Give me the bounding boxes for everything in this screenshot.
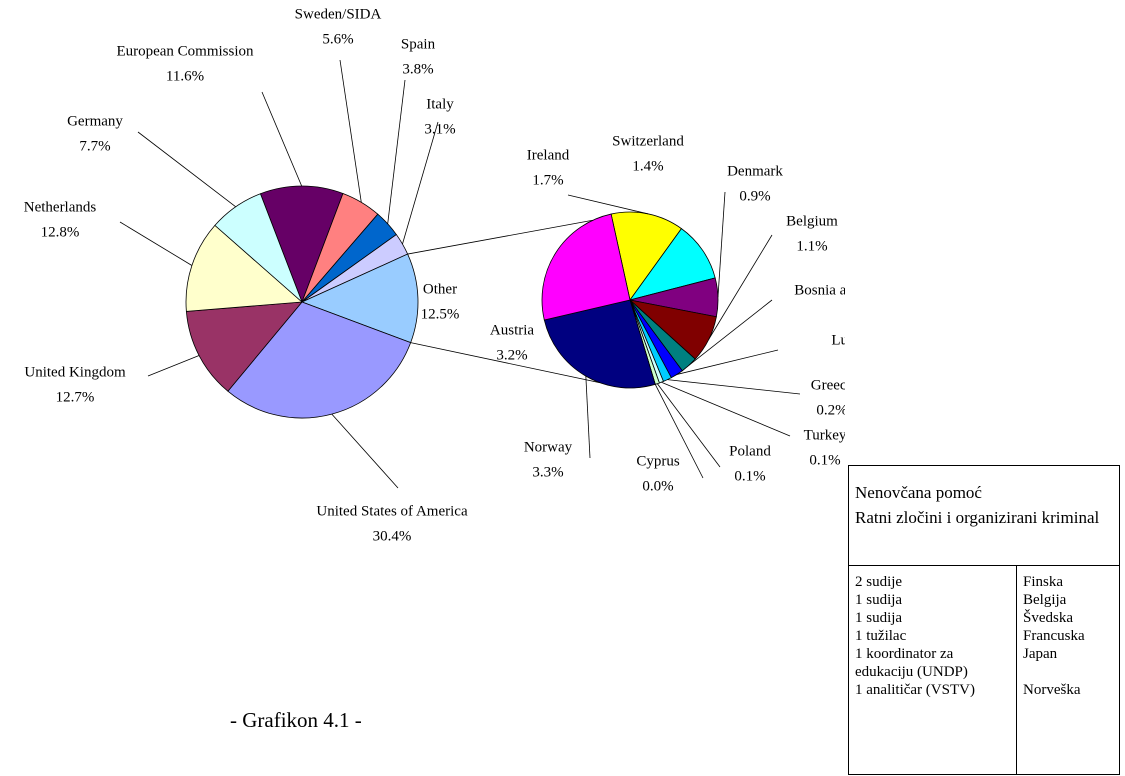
pie-slice [259,185,344,304]
connector-line [407,219,593,255]
slice-label: Greece [811,377,845,393]
leader-line [387,79,406,224]
table-cell: 1 analitičar (VSTV) [855,682,975,698]
slice-value-label: 12.5% [421,306,460,322]
slice-label: Belgium [786,213,838,229]
leader-line [331,413,399,489]
table-cell: Francuska [1023,628,1085,644]
caption: - Grafikon 4.1 - [230,708,362,732]
slice-label: Germany [67,113,123,129]
slice-value-label: 3.8% [402,61,433,77]
slice-label: Luxembourg [831,332,845,348]
slice-label: Turkey [804,427,845,443]
slice-label: Other [423,281,457,297]
slice-value-label: 3.3% [532,464,563,480]
table-cell: 1 koordinator za edukaciju (UNDP) [855,646,968,680]
slice-label: Denmark [727,163,783,179]
table-cell: 1 sudija [855,610,903,626]
slice-label: Netherlands [24,199,97,215]
leader-line [567,194,648,215]
table-cell: Norveška [1023,682,1081,698]
pie-slice [185,224,303,312]
table-title: Nenovčana pomoć [855,483,982,502]
chart: European Commission 11.6% Sweden/SIDA 5.6% S… [24,6,845,544]
slice-value-label: 0.2% [816,402,845,418]
leader-line [661,381,791,437]
slice-label: Spain [401,36,436,52]
slice-value-label: 12.7% [56,389,95,405]
slice-value-label: 3.2% [496,347,527,363]
leader-line [339,59,362,203]
slice-label: Ireland [527,147,570,163]
table-cell: Belgija [1023,592,1067,608]
slice-label: Poland [729,443,771,459]
table-cell: Švedska [1023,610,1073,626]
table-header: Nenovčana pomoć Ratni zločini i organizi… [849,466,1119,566]
slice-value-label: 30.4% [373,528,412,544]
slice-label: Switzerland [612,133,684,149]
slice-label: Sweden/SIDA [295,6,382,22]
slice-value-label: 0.1% [809,452,840,468]
table-column: 2 sudije 1 sudija 1 sudija 1 tužilac 1 koord… [849,566,1017,774]
leader-line [708,234,773,340]
table-cell: 1 tužilac [855,628,907,644]
table-cell: Japan [1023,646,1058,662]
slice-label: United States of America [316,503,468,519]
connector-line [410,342,600,384]
leader-line [402,121,439,245]
leader-line [261,91,303,187]
slice-label: United Kingdom [24,364,126,380]
table-cell: 1 sudija [855,592,903,608]
pie-slice [300,253,419,344]
leader-line [119,221,193,266]
slice-value-label: 0.0% [642,478,673,494]
slice-value-label: 1.4% [632,158,663,174]
leader-line [688,299,773,366]
table-cell: 2 sudije [855,574,903,590]
slice-value-label: 3.1% [424,121,455,137]
leader-line [585,376,591,459]
slice-label: European Commission [116,43,254,59]
pie-slice [214,193,303,303]
pie-slice [543,299,656,389]
table-title: Ratni zločini i organizirani kriminal [855,508,1100,527]
leader-line [667,379,801,395]
slice-label: Italy [426,96,454,112]
pie-slice [541,213,631,321]
leader-line [676,349,779,375]
pie-slice [185,301,303,392]
leader-line [137,131,236,208]
slice-label: Norway [524,439,573,455]
table: Nenovčana pomoć Ratni zločini i organizi… [848,465,1120,775]
slice-value-label: 1.1% [796,238,827,254]
pie-slice [227,301,412,419]
slice-value-label: 0.9% [739,188,770,204]
slice-value-label: 5.6% [322,31,353,47]
leader-line [717,191,726,298]
leader-line [654,384,704,479]
slice-label: Austria [490,322,535,338]
slice-label: Cyprus [636,453,680,469]
slice-value-label: 11.6% [166,68,204,84]
slice-value-label: 0.1% [734,468,765,484]
slice-value-label: 1.7% [532,172,563,188]
slice-value-label: 12.8% [41,224,80,240]
table-column: Finska Belgija Švedska Francuska Japan Norveš… [1017,566,1119,774]
table-cell: Finska [1023,574,1064,590]
slice-value-label: 7.7% [79,138,110,154]
leader-line [147,355,200,377]
slice-label: Bosnia and Herzegovina [794,282,845,298]
leader-line [656,383,721,468]
table-body: 2 sudije 1 sudija 1 sudija 1 tužilac 1 koord… [849,566,1119,774]
